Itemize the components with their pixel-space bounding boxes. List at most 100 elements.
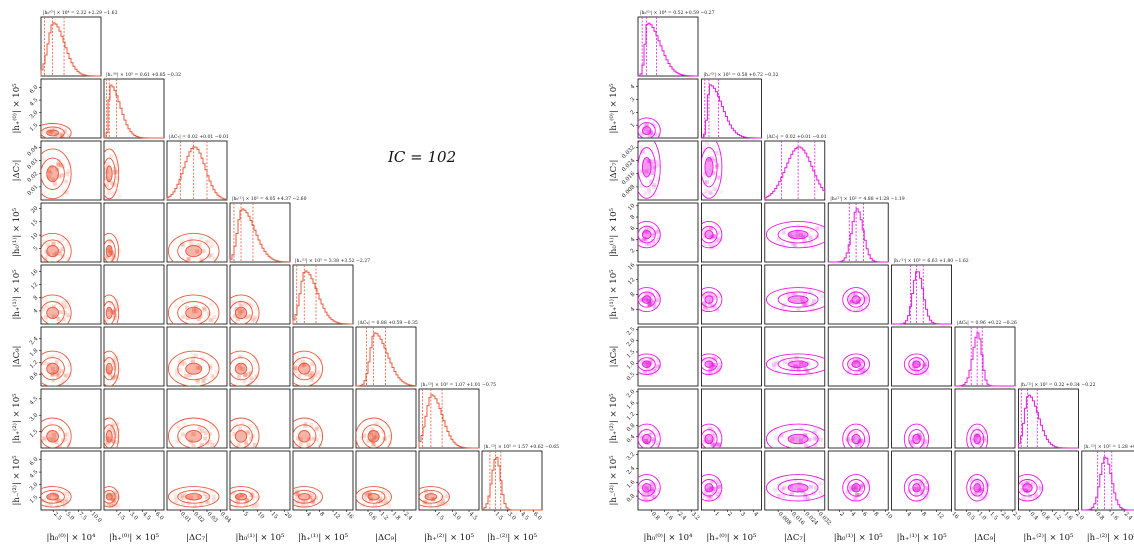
density-cell [60,502,65,507]
density-cell [372,434,377,439]
x-tick-label: 4.5 [519,511,530,522]
contour-6-3-2 [842,423,870,448]
y-tick-label: 3.2 [626,452,636,462]
density-cell [367,493,372,498]
density-cell [249,370,253,375]
y-tick-label: 2.4 [626,465,637,476]
contour-7-4-2 [293,486,324,508]
density-cell [306,442,311,447]
density-cell [643,369,648,374]
contour-3-1-0 [105,245,113,258]
density-cell [656,163,661,168]
density-cell [924,481,929,485]
density-cell [117,304,122,308]
density-cell [969,478,974,483]
density-cell [1018,480,1023,485]
density-cell [112,309,117,314]
density-cell [709,156,714,161]
density-cell [375,421,380,425]
density-cell [67,363,72,367]
density-cell [716,491,720,496]
density-cell [50,372,55,377]
density-cell [906,490,911,495]
density-cell [384,490,389,495]
density-7-5 [359,489,393,509]
density-cell [812,436,817,441]
contour-4-0-2 [41,294,72,324]
density-cell [1034,492,1039,497]
density-cell [372,443,377,448]
density-cell [203,431,208,436]
density-cell [641,490,646,495]
density-cell [186,257,191,262]
density-cell [43,361,48,366]
density-cell [373,430,378,435]
x-tick-label: 4.5 [141,511,152,522]
contour-7-0-2 [41,486,72,508]
contour-3-0-0 [641,229,652,240]
x-tick-label: 2.0 [1074,511,1085,522]
density-cell [640,360,645,365]
density-cell [650,292,654,297]
density-cell [211,375,216,380]
density-cell [849,300,854,305]
density-cell [236,443,241,448]
contour-6-1-1 [104,424,116,448]
density-3-0 [639,225,662,248]
y-axis-label-4: |h₊⁽¹⁾| × 10⁵ [12,269,22,320]
density-cell [236,374,241,379]
density-cell [652,427,657,431]
density-cell [704,227,709,232]
density-cell [441,498,446,503]
density-cell [110,181,115,186]
density-cell [115,496,120,500]
contour-6-5-0 [367,430,380,443]
contour-3-0-2 [638,220,661,249]
panel-7-1 [701,450,762,511]
y-tick-label: 8 [33,295,40,302]
density-cell [798,438,803,443]
density-cell [654,230,659,235]
density-cell [370,427,375,432]
density-cell [707,357,712,362]
density-cell [652,369,657,374]
density-cell [47,169,52,174]
density-cell [47,175,52,180]
density-cell [51,314,56,319]
density-cell [801,235,806,239]
density-cell [643,439,648,444]
density-cell [199,502,204,507]
x-tick-label: 1.6 [1063,511,1074,522]
density-cell [109,424,114,429]
density-cell [175,372,180,377]
density-cell [189,495,194,500]
density-cell [105,162,110,167]
density-cell [644,169,649,174]
density-cell [856,300,861,305]
density-cell [781,230,786,235]
density-cell [864,479,869,483]
density-cell [112,489,117,494]
density-cell [54,360,59,365]
density-cell [295,354,300,359]
density-cell [249,436,254,441]
y-tick-label: 1.0 [626,360,637,371]
y-tick-label: 6.0 [29,456,40,467]
density-cell [908,488,913,493]
density-cell [255,306,260,311]
density-cell [806,496,811,501]
panel-4-4 [292,264,354,325]
contour-5-0-2 [638,353,661,375]
contour-3-0-1 [41,239,65,262]
density-cell [912,364,917,369]
density-cell [647,492,652,497]
y-axis-label-3: |h₀⁽¹⁾| × 10⁵ [609,207,619,257]
density-cell [914,480,919,485]
density-cell [115,422,120,427]
contour-7-5-2 [966,474,989,502]
contour-7-5-1 [361,489,386,504]
density-cell [851,428,856,433]
density-cell [242,379,247,384]
density-cell [716,494,720,499]
y-tick-label: 5 [33,245,40,252]
